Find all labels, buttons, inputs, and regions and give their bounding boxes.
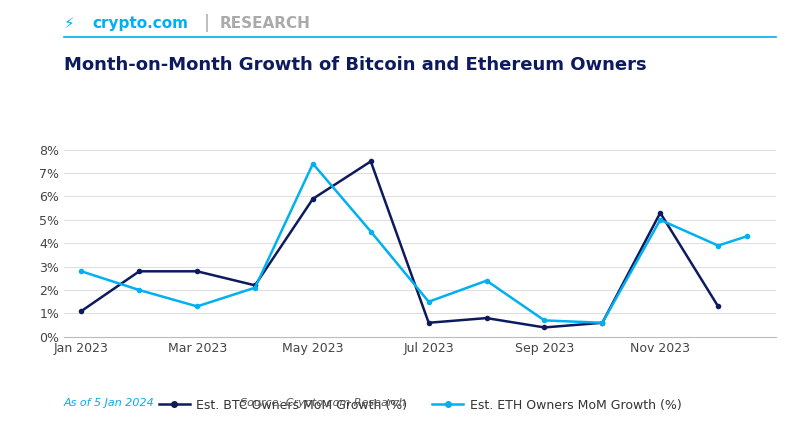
Text: ⚡: ⚡ — [64, 16, 74, 31]
Text: Source: Crypto.com Research: Source: Crypto.com Research — [240, 398, 406, 408]
Text: crypto.com: crypto.com — [92, 16, 188, 31]
Legend: Est. BTC Owners MoM Growth (%), Est. ETH Owners MoM Growth (%): Est. BTC Owners MoM Growth (%), Est. ETH… — [154, 394, 686, 416]
Text: |: | — [204, 14, 210, 32]
Text: RESEARCH: RESEARCH — [220, 16, 311, 31]
Text: Month-on-Month Growth of Bitcoin and Ethereum Owners: Month-on-Month Growth of Bitcoin and Eth… — [64, 56, 646, 74]
Text: As of 5 Jan 2024: As of 5 Jan 2024 — [64, 398, 154, 408]
